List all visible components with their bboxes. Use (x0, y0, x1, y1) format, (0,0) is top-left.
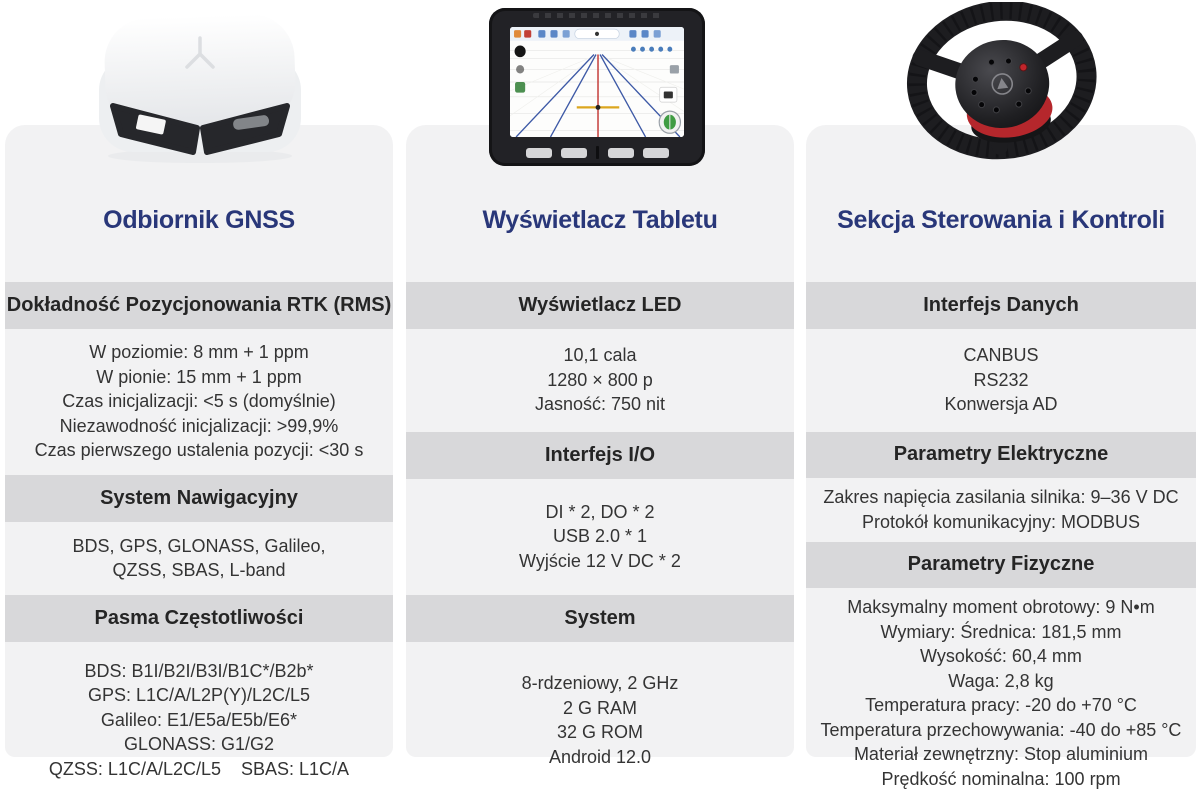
section-header-nav-system: System Nawigacyjny (5, 474, 393, 522)
spec-line: Zakres napięcia zasilania silnika: 9–36 … (823, 487, 1179, 507)
spec-line: QZSS, SBAS, L-band (112, 560, 286, 580)
steering-wheel-graphic (906, 0, 1097, 160)
spec-line: CANBUS (963, 345, 1039, 366)
spec-line: Czas inicjalizacji: <5 s (domyślnie) (62, 391, 336, 412)
section-header-system: System (406, 594, 794, 642)
tablet-button (607, 147, 634, 158)
spec-line: BDS: B1I/B2I/B3I/B1C*/B2b* (84, 660, 314, 681)
tablet-body (489, 8, 705, 166)
spec-line: 32 G ROM (556, 722, 644, 742)
spec-line: W pionie: 15 mm + 1 ppm (96, 366, 302, 387)
section-header-electrical-params: Parametry Elektryczne (806, 431, 1196, 478)
steering-wheel-image (906, 0, 1098, 162)
spec-line: Jasność: 750 nit (534, 394, 666, 415)
gnss-antenna-graphic (99, 14, 301, 163)
spec-line: 8-rdzeniowy, 2 GHz (521, 673, 679, 693)
spec-line: Niezawodność inicjalizacji: >99,9% (59, 415, 339, 436)
tablet-screen (510, 27, 684, 137)
spec-line: Temperatura pracy: -20 do +70 °C (865, 695, 1137, 715)
gnss-antenna-image (85, 14, 315, 166)
section-content-nav-system: BDS, GPS, GLONASS, Galileo, QZSS, SBAS, … (5, 522, 393, 595)
section-content-electrical-params: Zakres napięcia zasilania silnika: 9–36 … (806, 478, 1196, 542)
card-title-tablet: Wyświetlacz Tabletu (482, 205, 718, 234)
spec-card-gnss-receiver: Odbiornik GNSS Dokładność Pozycjonowania… (5, 125, 393, 779)
section-header-io-interface: Interfejs I/O (406, 431, 794, 479)
section-content-led-display: 10,1 cala 1280 × 800 p Jasność: 750 nit (406, 329, 794, 432)
spec-line: Galileo: E1/E5a/E5b/E6* (100, 709, 298, 730)
spec-line: QZSS: L1C/A/L2C/L5 SBAS: L1C/A (48, 758, 350, 779)
section-content-frequency-bands: BDS: B1I/B2I/B3I/B1C*/B2b* GPS: L1C/A/L2… (5, 642, 393, 799)
spec-line: USB 2.0 * 1 (552, 526, 648, 547)
spec-card-tablet-display: Wyświetlacz Tabletu Wyświetlacz LED 10,1… (406, 125, 794, 767)
spec-line: Maksymalny moment obrotowy: 9 N•m (847, 597, 1155, 617)
spec-line: Czas pierwszego ustalenia pozycji: <30 s (34, 440, 364, 461)
spec-line: Wysokość: 60,4 mm (920, 646, 1082, 666)
section-content-system: 8-rdzeniowy, 2 GHz 2 G RAM 32 G ROM Andr… (406, 642, 794, 799)
spec-line: 10,1 cala (563, 345, 637, 366)
spec-line: BDS, GPS, GLONASS, Galileo, (72, 535, 326, 556)
tablet-buttons (489, 146, 705, 159)
spec-line: Temperatura przechowywania: -40 do +85 °… (820, 719, 1182, 740)
spec-card-steering-control: Sekcja Sterowania i Kontroli Interfejs D… (806, 125, 1196, 789)
section-header-data-interface: Interfejs Danych (806, 281, 1196, 329)
section-content-data-interface: CANBUS RS232 Konwersja AD (806, 329, 1196, 432)
spec-line: GPS: L1C/A/L2P(Y)/L2C/L5 (87, 685, 311, 706)
tablet-button (525, 147, 552, 158)
tablet-image (489, 8, 705, 166)
spec-line: RS232 (973, 369, 1029, 390)
tablet-button (560, 147, 587, 158)
spec-line: Wymiary: Średnica: 181,5 mm (880, 621, 1122, 642)
spec-line: Wyjście 12 V DC * 2 (519, 550, 681, 571)
section-header-rtk-accuracy: Dokładność Pozycjonowania RTK (RMS) (5, 281, 393, 329)
spec-line: Prędkość nominalna: 100 rpm (881, 768, 1121, 789)
section-content-physical-params: Maksymalny moment obrotowy: 9 N•m Wymiar… (806, 588, 1196, 799)
spec-line: DI * 2, DO * 2 (545, 501, 655, 522)
spec-line: 2 G RAM (562, 697, 637, 718)
spec-line: Protokół komunikacyjny: MODBUS (861, 511, 1141, 532)
spec-line: W poziomie: 8 mm + 1 ppm (89, 342, 309, 363)
section-header-led-display: Wyświetlacz LED (406, 281, 794, 329)
section-header-frequency-bands: Pasma Częstotliwości (5, 594, 393, 642)
section-header-physical-params: Parametry Fizyczne (806, 541, 1196, 588)
tablet-vents (533, 13, 661, 18)
spec-line: Waga: 2,8 kg (948, 670, 1054, 691)
tablet-button-divider (595, 146, 599, 159)
spec-line: Konwersja AD (944, 394, 1058, 415)
section-content-rtk-accuracy: W poziomie: 8 mm + 1 ppm W pionie: 15 mm… (5, 329, 393, 475)
section-content-io-interface: DI * 2, DO * 2 USB 2.0 * 1 Wyjście 12 V … (406, 479, 794, 595)
card-title-gnss: Odbiornik GNSS (103, 205, 295, 234)
spec-line: 1280 × 800 p (547, 369, 653, 390)
spec-line: Materiał zewnętrzny: Stop aluminium (853, 744, 1149, 764)
spec-line: GLONASS: G1/G2 (123, 734, 275, 755)
card-title-steering-control: Sekcja Sterowania i Kontroli (837, 205, 1165, 234)
tablet-button (642, 147, 669, 158)
spec-line: Android 12.0 (548, 746, 652, 767)
guidance-app-graphic (510, 27, 684, 137)
